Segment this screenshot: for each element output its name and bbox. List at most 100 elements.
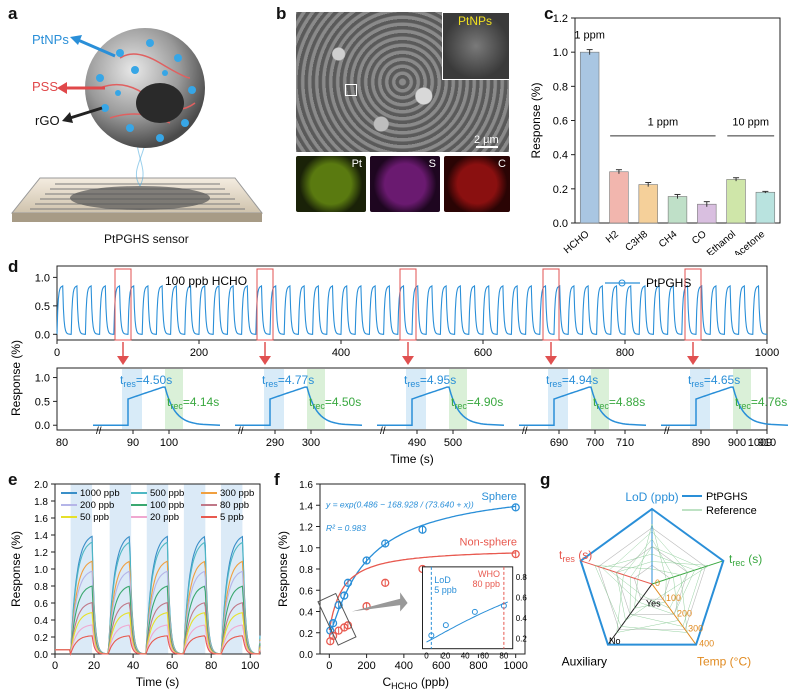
legend-label: 300 ppb: [220, 488, 254, 499]
y-tick-label: 0.0: [34, 650, 48, 661]
x-axis-label: Time (s): [390, 452, 434, 466]
tres-label: tres=4.77s: [262, 373, 314, 389]
inset-y-tick: 0.2: [516, 634, 528, 643]
legend-label: 200 ppb: [80, 500, 114, 511]
axis-break: //: [96, 426, 102, 437]
y-tick-label: 0.8: [553, 81, 568, 93]
zoom-arrow: [351, 592, 408, 612]
axis-label-lod: LoD (ppb): [625, 490, 678, 504]
who-value: 80 ppb: [472, 579, 500, 589]
data-point: [328, 619, 338, 628]
inset-x-tick: 80: [499, 652, 508, 661]
legend-label: PtPGHS: [646, 276, 691, 290]
x-tick-label: 800: [616, 347, 634, 359]
y-tick-label: 1.4: [299, 501, 313, 512]
y-axis-label: Response (%): [9, 340, 23, 416]
y-tick-label: 1.6: [34, 514, 48, 525]
inset-ptnps-label: PtNPs: [458, 14, 493, 28]
sphere-label: Sphere: [482, 491, 517, 503]
x-tick-label: 200: [190, 347, 208, 359]
response-band: [264, 369, 284, 429]
data-point: [343, 578, 353, 587]
legend-label-reference: Reference: [706, 505, 757, 517]
pt-map: Pt: [296, 156, 366, 212]
x-tick-label: 90: [127, 437, 139, 449]
pointer-arrow-head: [117, 356, 129, 365]
data-point: [362, 556, 371, 565]
recovery-band: [449, 369, 467, 429]
aux-yes: Yes: [646, 599, 661, 609]
fit-r2: R² = 0.983: [326, 523, 366, 533]
inset-point: [442, 622, 449, 629]
series-line: [55, 611, 261, 655]
pointer-arrow-head: [259, 356, 271, 365]
axis-label-tres: tres (s): [559, 548, 592, 564]
y-tick-label: 1.2: [553, 13, 568, 25]
trec-label: trec=4.76s: [735, 395, 787, 411]
legend-label: 20 ppb: [150, 512, 179, 523]
category-label: Acetone: [732, 229, 768, 255]
category-label: CH4: [657, 229, 680, 251]
fit-equation: y = exp(0.486 − 168.928 / (73.640 + x)): [325, 499, 474, 509]
y-axis-label: Response (%): [529, 82, 543, 158]
x-tick-label: 20: [88, 660, 100, 672]
series-line: [55, 601, 261, 655]
data-point: [343, 621, 353, 630]
y-tick-label: 0.0: [35, 329, 50, 341]
recovery-band: [591, 369, 609, 429]
legend-label: 1000 ppb: [80, 488, 120, 499]
y-tick-label: 2.0: [34, 480, 48, 491]
x-tick-label: 0: [326, 660, 332, 672]
x-tick-label: 60: [166, 660, 178, 672]
y-tick-label: 1.6: [299, 480, 313, 491]
scale-bar-label: 2 μm: [474, 134, 499, 146]
response-band: [406, 369, 426, 429]
y-tick-label: 0.2: [553, 184, 568, 196]
series-line: [55, 635, 261, 656]
bottom-series-line: [235, 386, 363, 426]
legend-label: 500 ppb: [150, 488, 184, 499]
panel-label-f: f: [274, 470, 280, 489]
tres-label: tres=4.50s: [120, 373, 172, 389]
x-tick-label: 40: [127, 660, 139, 672]
bottom-series-line: [661, 386, 789, 426]
pss-label: PSS: [32, 79, 59, 94]
x-tick-label: 500: [444, 437, 462, 449]
category-label: HCHO: [562, 229, 592, 255]
y-tick-label: 1.0: [553, 47, 568, 59]
x-tick-label: 690: [550, 437, 568, 449]
y-tick-label: 0.8: [34, 582, 48, 593]
y-tick-label: 1.0: [299, 544, 313, 555]
radar-grid: [633, 564, 671, 600]
legend-label-ptpghs: PtPGHS: [706, 491, 748, 503]
y-tick-label: 0.4: [34, 616, 48, 627]
y-tick-label: 0.8: [299, 565, 313, 576]
y-tick-label: 0.2: [34, 633, 48, 644]
sensor-caption: PtPGHS sensor: [104, 232, 189, 246]
x-axis-label: Time (s): [136, 675, 180, 689]
annotation-1ppm: 1 ppm: [574, 30, 605, 42]
trec-label: trec=4.88s: [593, 395, 645, 411]
lod-value: 5 ppb: [434, 585, 457, 595]
rgo-label: rGO: [35, 113, 60, 128]
x-tick-label: 600: [474, 347, 492, 359]
data-point: [362, 602, 371, 611]
data-point: [340, 591, 349, 600]
inset-frame: [422, 566, 514, 650]
series-line: [55, 541, 261, 655]
bottom-series-line: [377, 386, 505, 426]
temp-tick: 200: [677, 608, 692, 618]
bottom-frame: [56, 367, 768, 431]
y-axis-label: Response (%): [276, 531, 290, 607]
response-band: [548, 369, 568, 429]
panel-label-c: c: [544, 4, 554, 23]
s-map-label: S: [428, 158, 436, 170]
exposure-band: [146, 484, 169, 654]
chart-e: 0.0 0.2 0.4 0.6 0.8 1.0 1.2 1.4 1.6 1.8 2.0 0 20 40 60…: [9, 480, 261, 689]
bottom-series-line: [93, 386, 221, 426]
x-tick-label: 1000: [755, 347, 779, 359]
axis-label-trec: trec (s): [729, 552, 762, 568]
highlight-box: [399, 268, 417, 341]
reference-polygon: [634, 523, 667, 609]
